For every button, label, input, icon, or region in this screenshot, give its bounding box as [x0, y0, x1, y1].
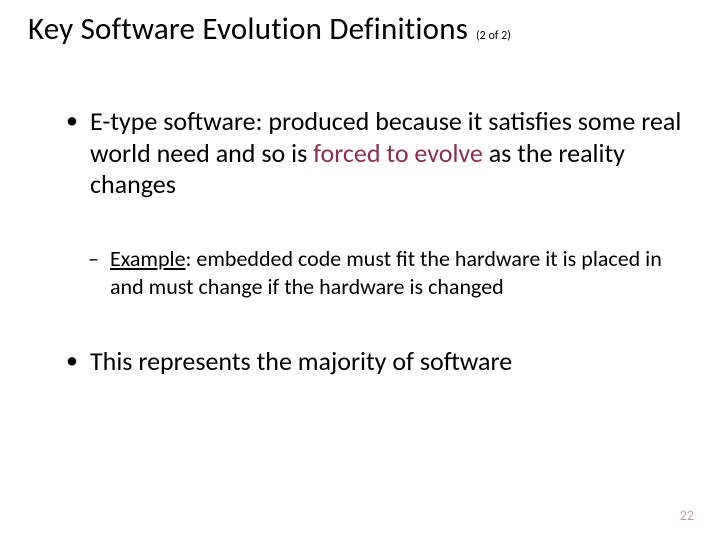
example-label: Example	[110, 245, 186, 272]
bullet-highlight: forced to evolve	[313, 137, 483, 169]
example-text: : embedded code must fit the hardware it…	[110, 245, 662, 300]
bullet-majority: This represents the majority of software	[66, 346, 692, 378]
page-title: Key Software Evolution Definitions	[28, 10, 468, 48]
page-subtitle: (2 of 2)	[476, 29, 511, 43]
bullet-example: Example: embedded code must fit the hard…	[88, 245, 692, 300]
bullet-etype: E-type software: produced because it sat…	[66, 106, 692, 201]
page-number: 22	[680, 507, 694, 524]
slide: Key Software Evolution Definitions (2 of…	[0, 0, 720, 540]
title-row: Key Software Evolution Definitions (2 of…	[28, 10, 692, 48]
bullet-text: This represents the majority of software	[90, 345, 512, 377]
slide-body: E-type software: produced because it sat…	[28, 106, 692, 378]
